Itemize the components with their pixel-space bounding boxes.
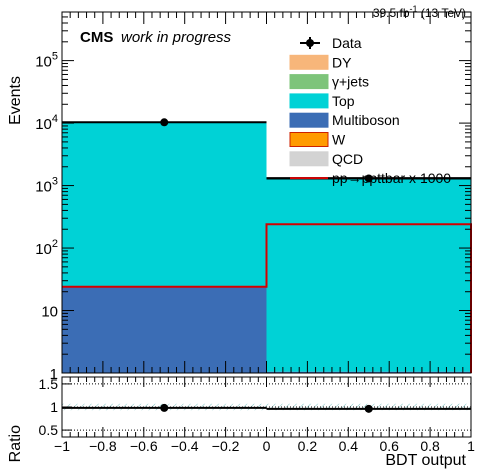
legend-label-multiboson: Multiboson [332, 112, 400, 128]
data-point-bin-2 [364, 174, 373, 183]
cms-label: CMS [80, 29, 113, 46]
legend-label-w: W [332, 132, 346, 148]
ratio-panel: 0.5 1 1.5 −1 −0.8 −0.6 −0.4 −0.2 0 0.2 0.4 0.6 0.8 1 [39, 376, 476, 454]
x-tick-label-2: −0.6 [130, 438, 158, 454]
legend-label-pp-ppttbar-x-1000: pp→ppttbar x 1000 [332, 170, 451, 186]
legend: Data DY γ+jets Top Multiboson W QCD pp→ppttbar … [289, 35, 451, 186]
legend-swatch-top [289, 93, 329, 109]
y-tick-label-100: 102 [35, 238, 58, 258]
data-point-bin-1 [160, 118, 169, 127]
y-tick-label-1000: 103 [35, 176, 58, 196]
legend-swatch-w [289, 132, 329, 147]
legend-label-dy: DY [332, 54, 352, 70]
legend-label-data: Data [332, 35, 362, 51]
ratio-point-bin-2 [364, 404, 373, 413]
x-axis-title: BDT output [385, 452, 466, 469]
ratio-tick-label-1: 1 [50, 399, 58, 415]
legend-label-qcd: QCD [332, 151, 363, 167]
legend-swatch-qcd [289, 151, 329, 167]
main-panel: 1 10 102 103 104 105 [35, 11, 472, 383]
x-tick-label-9: 0.8 [420, 438, 440, 454]
ratio-tick-label-0.5: 0.5 [39, 422, 59, 438]
legend-swatch-dy [289, 54, 329, 70]
ratio-axis-title: Ratio [7, 425, 24, 462]
x-tick-label-10: 1 [467, 438, 475, 454]
x-tick-label-0: −1 [54, 438, 70, 454]
legend-marker-data [306, 39, 314, 47]
bar-top-bin-1 [62, 122, 267, 287]
y-tick-label-10000: 104 [35, 113, 58, 133]
legend-label--jets: γ+jets [332, 74, 369, 90]
bar-multiboson-bin-2 [266, 371, 471, 373]
legend-swatch--jets [289, 74, 329, 90]
y-tick-label-100000: 105 [35, 51, 58, 71]
x-tick-label-8: 0.6 [379, 438, 399, 454]
x-tick-label-1: −0.8 [89, 438, 117, 454]
y-tick-label-10: 10 [41, 304, 58, 321]
x-tick-label-6: 0.2 [298, 438, 318, 454]
bar-top-bin-2 [266, 177, 471, 372]
x-tick-label-3: −0.4 [171, 438, 199, 454]
legend-label-top: Top [332, 93, 355, 109]
x-tick-label-7: 0.4 [339, 438, 359, 454]
y-axis-title: Events [7, 76, 24, 125]
bar-multiboson-bin-1 [62, 286, 267, 373]
y-tick-label-1: 1 [50, 366, 58, 383]
x-tick-label-4: −0.2 [212, 438, 240, 454]
ratio-point-bin-1 [160, 403, 169, 412]
cms-subtitle: work in progress [121, 29, 232, 46]
ratio-tick-label-1.5: 1.5 [39, 376, 59, 392]
x-tick-label-5: 0 [263, 438, 271, 454]
legend-swatch-multiboson [289, 112, 329, 128]
